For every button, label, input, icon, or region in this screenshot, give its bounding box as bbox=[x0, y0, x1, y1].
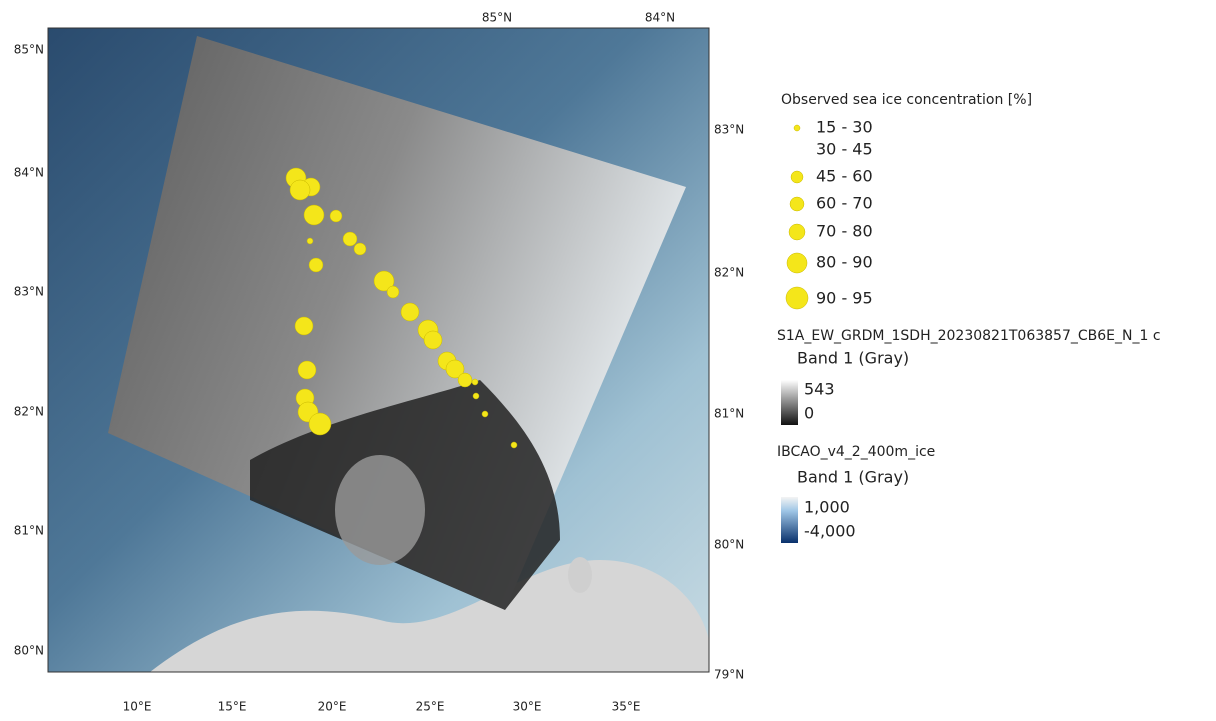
legend-symbols bbox=[786, 125, 808, 309]
legend-symbol bbox=[789, 224, 805, 240]
legend-band: Band 1 (Gray) bbox=[797, 349, 909, 368]
lat-label: 80°N bbox=[14, 644, 44, 658]
lat-label: 80°N bbox=[714, 538, 744, 552]
observation-point bbox=[298, 361, 316, 379]
lon-label: 10°E bbox=[123, 700, 152, 714]
map-figure: 85°N 84°N 83°N 82°N 81°N 80°N 83°N 82°N … bbox=[0, 0, 1216, 717]
lon-label: 20°E bbox=[318, 700, 347, 714]
lat-label: 84°N bbox=[14, 166, 44, 180]
left-lat-labels: 85°N 84°N 83°N 82°N 81°N 80°N bbox=[14, 43, 44, 658]
legend-entry: 90 - 95 bbox=[816, 289, 873, 308]
observation-point bbox=[354, 243, 366, 255]
legend-title: Observed sea ice concentration [%] bbox=[781, 92, 1032, 108]
observation-point bbox=[304, 205, 324, 225]
lat-label: 82°N bbox=[14, 405, 44, 419]
legend-entry: 80 - 90 bbox=[816, 253, 873, 272]
legend-title: S1A_EW_GRDM_1SDH_20230821T063857_CB6E_N_… bbox=[777, 328, 1161, 344]
observation-point bbox=[424, 331, 442, 349]
bottom-lon-labels: 10°E 15°E 20°E 25°E 30°E 35°E bbox=[123, 700, 641, 714]
observation-point bbox=[473, 393, 479, 399]
observation-point bbox=[482, 411, 488, 417]
observation-point bbox=[309, 258, 323, 272]
lon-label: 15°E bbox=[218, 700, 247, 714]
lat-label: 83°N bbox=[14, 285, 44, 299]
top-lat-labels: 85°N 84°N bbox=[482, 11, 675, 25]
ice-patch bbox=[335, 455, 425, 565]
observation-point bbox=[307, 238, 313, 244]
legend: Observed sea ice concentration [%] 15 - … bbox=[777, 92, 1161, 543]
legend-entry: 45 - 60 bbox=[816, 167, 873, 186]
lat-label: 85°N bbox=[14, 43, 44, 57]
lat-label: 82°N bbox=[714, 266, 744, 280]
lon-label: 30°E bbox=[513, 700, 542, 714]
observation-point bbox=[401, 303, 419, 321]
legend-ramp bbox=[781, 380, 798, 425]
legend-symbol bbox=[790, 197, 804, 211]
legend-band: Band 1 (Gray) bbox=[797, 468, 909, 487]
legend-symbol bbox=[786, 287, 808, 309]
lat-label: 83°N bbox=[714, 123, 744, 137]
legend-min: -4,000 bbox=[804, 522, 856, 541]
page: 85°N 84°N 83°N 82°N 81°N 80°N 83°N 82°N … bbox=[0, 0, 1216, 717]
observation-point bbox=[295, 317, 313, 335]
legend-entry: 60 - 70 bbox=[816, 194, 873, 213]
legend-title: IBCAO_v4_2_400m_ice bbox=[777, 444, 935, 460]
observation-point bbox=[330, 210, 342, 222]
legend-entry: 15 - 30 bbox=[816, 118, 873, 137]
lon-label: 35°E bbox=[612, 700, 641, 714]
lat-label: 81°N bbox=[714, 407, 744, 421]
lat-label: 85°N bbox=[482, 11, 512, 25]
observation-point bbox=[343, 232, 357, 246]
lat-label: 81°N bbox=[14, 524, 44, 538]
observation-point bbox=[458, 373, 472, 387]
observation-point bbox=[387, 286, 399, 298]
map-canvas bbox=[48, 28, 709, 672]
lat-label: 79°N bbox=[714, 668, 744, 682]
lat-label: 84°N bbox=[645, 11, 675, 25]
lon-label: 25°E bbox=[416, 700, 445, 714]
legend-ramp bbox=[781, 497, 798, 543]
observation-point bbox=[309, 413, 331, 435]
legend-min: 0 bbox=[804, 404, 814, 423]
legend-entry: 30 - 45 bbox=[816, 140, 873, 159]
legend-symbol bbox=[794, 125, 800, 131]
legend-max: 1,000 bbox=[804, 498, 850, 517]
observation-point bbox=[472, 379, 478, 385]
island bbox=[568, 557, 592, 593]
observation-point bbox=[290, 180, 310, 200]
legend-symbol bbox=[791, 171, 803, 183]
legend-symbol bbox=[787, 253, 807, 273]
observation-point bbox=[511, 442, 517, 448]
right-lat-labels: 83°N 82°N 81°N 80°N 79°N bbox=[714, 123, 744, 682]
legend-max: 543 bbox=[804, 380, 835, 399]
legend-entry: 70 - 80 bbox=[816, 222, 873, 241]
